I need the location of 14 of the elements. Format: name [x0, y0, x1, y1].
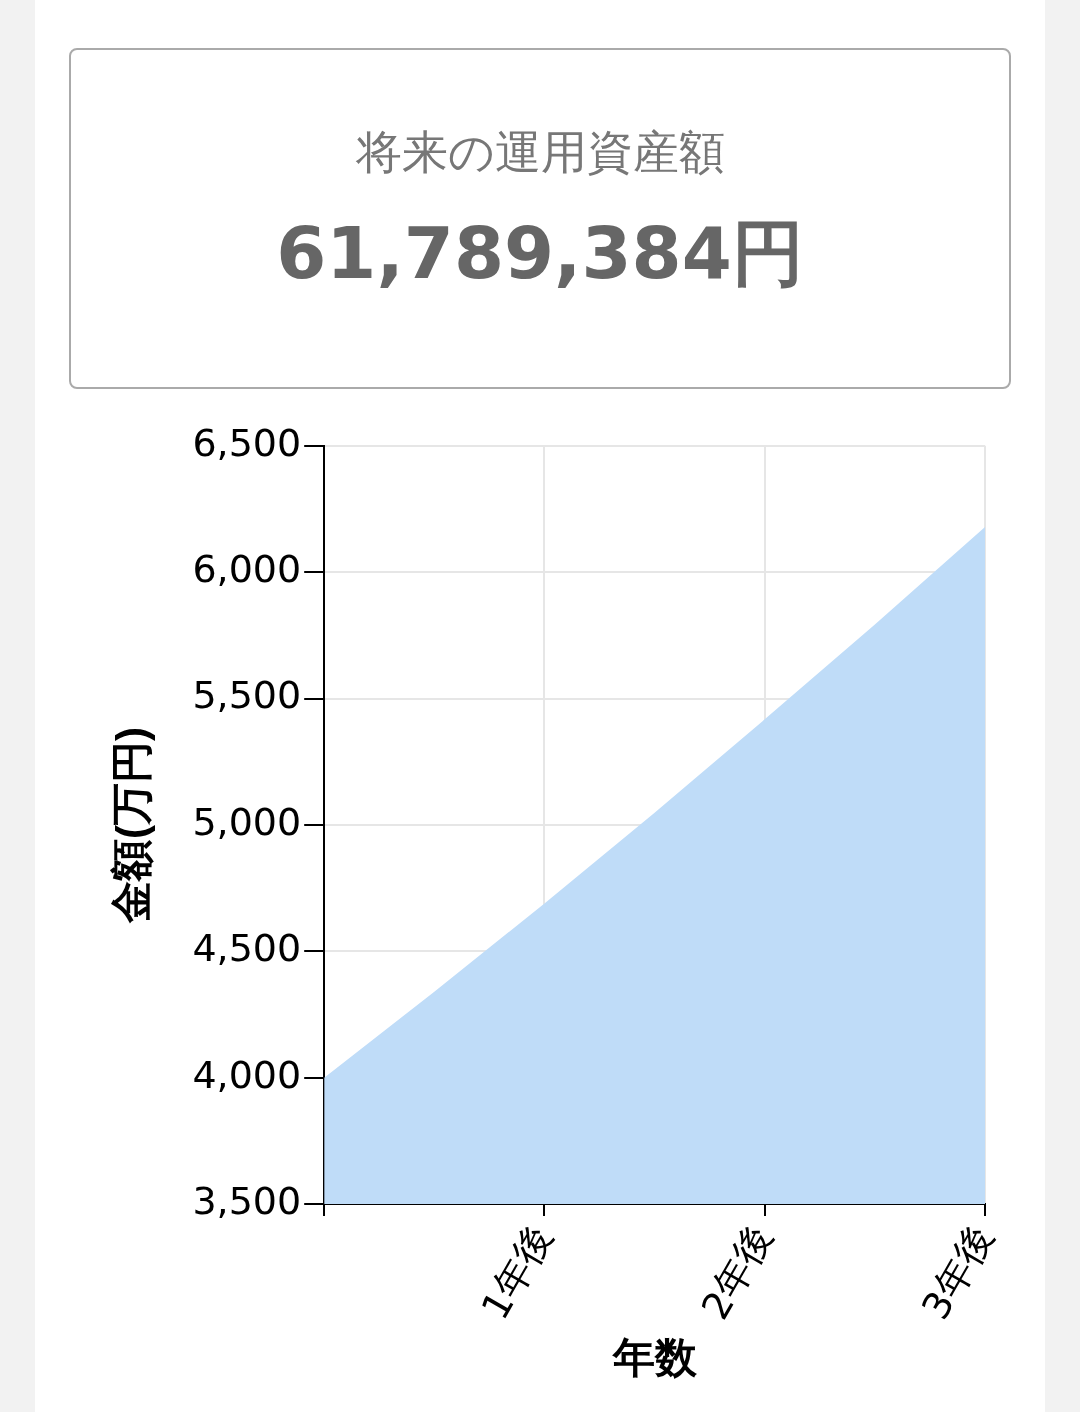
y-tick-label: 3,500	[192, 1178, 302, 1223]
y-tick-label: 5,000	[192, 799, 302, 844]
y-axis-title: 金額(万円)	[107, 726, 155, 924]
y-tick-label: 5,500	[192, 673, 302, 718]
y-tick-label: 4,500	[192, 926, 302, 971]
y-tick-label: 6,500	[192, 420, 302, 465]
chart-title: 将来の運用資産額	[354, 124, 726, 181]
chart-subtitle: 61,789,384円	[275, 210, 805, 297]
y-tick-label: 6,000	[192, 547, 302, 592]
x-axis-title: 年数	[611, 1334, 698, 1382]
x-tick-label: 3年後	[913, 1217, 1002, 1327]
x-tick-label: 1年後	[472, 1217, 561, 1327]
x-tick-label: 2年後	[692, 1217, 782, 1327]
y-tick-label: 4,000	[192, 1052, 302, 1097]
